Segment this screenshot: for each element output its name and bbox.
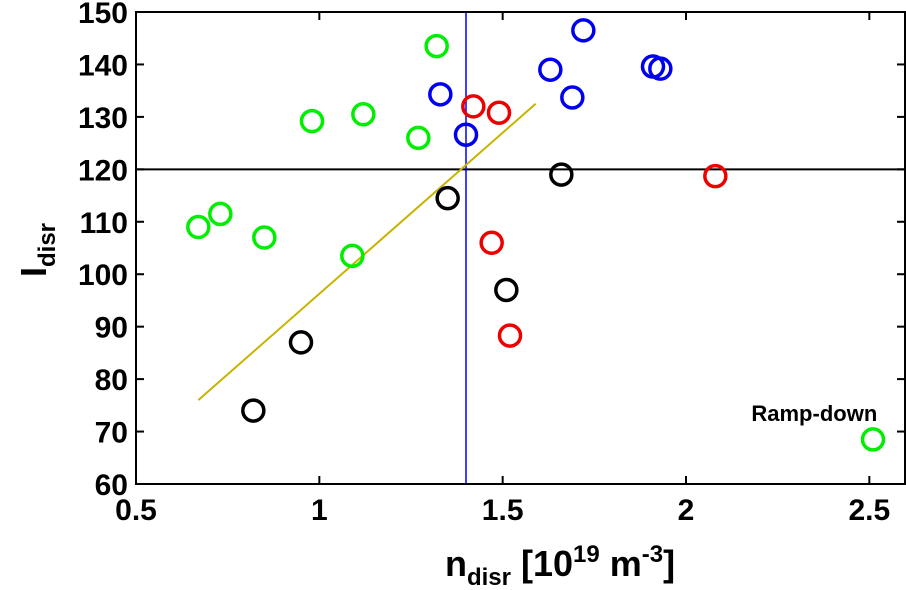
point-green [186,214,211,240]
y-tick-label: 70 [95,417,128,450]
x-tick-label: 1.5 [482,494,524,527]
y-tick-label: 140 [78,49,128,82]
y-tick-label: 120 [78,154,128,187]
y-tick-label: 110 [80,207,128,240]
point-blue [560,85,585,110]
point-black [241,398,266,423]
y-tick-label: 150 [78,0,128,30]
point-red [497,323,523,348]
plot-frame [135,11,906,485]
y-tick-label: 90 [95,312,128,345]
x-axis-ticks: 0.5 1 1.5 2 2.5 [115,12,890,527]
x-tick-label: 1 [311,494,328,527]
x-tick-label: 2 [678,494,695,527]
x-axis-label: ndisr [1019 m-3] [445,541,675,590]
point-green [208,201,233,227]
point-green [299,108,325,134]
point-green [406,125,431,151]
point-green [424,33,449,59]
point-green [340,243,365,269]
reference-lines [136,12,906,484]
annotation-ramp-down: Ramp-down [751,401,877,426]
point-red [486,100,512,125]
x-tick-label: 2.5 [848,494,890,527]
point-blue [428,82,453,107]
point-red [703,163,728,189]
x-tick-label: 0.5 [115,494,157,527]
point-green [860,427,886,452]
y-tick-label: 100 [78,259,128,292]
y-tick-label: 60 [95,469,128,502]
point-black [494,277,519,303]
fit-line-group [197,103,537,401]
point-red [461,94,486,119]
data-points [186,18,886,452]
point-black [549,162,574,187]
point-red [479,230,504,256]
y-tick-label: 80 [95,364,128,397]
point-blue [538,57,563,82]
point-black [288,330,314,355]
point-blue [453,122,479,147]
point-green [252,225,277,250]
annotations: Ramp-down [751,401,877,426]
point-green [351,102,376,127]
y-axis-ticks: 60 70 80 90 100 110 120 130 140 150 [78,0,905,502]
point-blue [648,56,673,81]
y-axis-label: Idisr [13,223,61,277]
fit-line [197,103,537,401]
point-blue [571,18,596,43]
point-black [435,185,460,211]
y-tick-label: 130 [78,102,128,135]
